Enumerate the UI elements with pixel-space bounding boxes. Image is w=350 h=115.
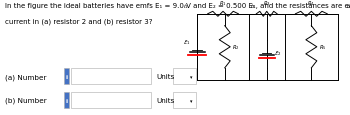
Text: Units: Units — [156, 74, 175, 80]
Text: Units: Units — [156, 97, 175, 103]
Text: $i_2$: $i_2$ — [346, 2, 350, 11]
Text: $R_2$: $R_2$ — [232, 43, 240, 52]
Text: $i_3$: $i_3$ — [250, 2, 256, 11]
Text: $\mathcal{E}_1$: $\mathcal{E}_1$ — [183, 37, 191, 46]
Text: current in (a) resistor 2 and (b) resistor 3?: current in (a) resistor 2 and (b) resist… — [5, 18, 153, 24]
Text: (a) Number: (a) Number — [5, 73, 47, 80]
Text: $R_5$: $R_5$ — [319, 43, 327, 52]
FancyBboxPatch shape — [64, 92, 69, 108]
Text: In the figure the ideal batteries have emfs E₁ = 9.0 V and E₂ = 0.500 E₁, and th: In the figure the ideal batteries have e… — [5, 3, 350, 9]
FancyBboxPatch shape — [71, 69, 151, 85]
FancyBboxPatch shape — [173, 69, 196, 85]
Text: i: i — [65, 74, 67, 79]
Text: $R_4$: $R_4$ — [307, 0, 315, 8]
Text: ▾: ▾ — [190, 74, 193, 79]
Text: i: i — [65, 98, 67, 103]
Text: $R_3$: $R_3$ — [263, 0, 271, 8]
Text: $i_1$: $i_1$ — [183, 2, 189, 11]
Text: $R_1$: $R_1$ — [219, 0, 227, 8]
FancyBboxPatch shape — [71, 92, 151, 108]
FancyBboxPatch shape — [64, 69, 69, 85]
Text: $\mathcal{E}_2$: $\mathcal{E}_2$ — [274, 49, 281, 57]
FancyBboxPatch shape — [173, 92, 196, 108]
Text: ▾: ▾ — [190, 98, 193, 103]
Text: (b) Number: (b) Number — [5, 97, 47, 104]
